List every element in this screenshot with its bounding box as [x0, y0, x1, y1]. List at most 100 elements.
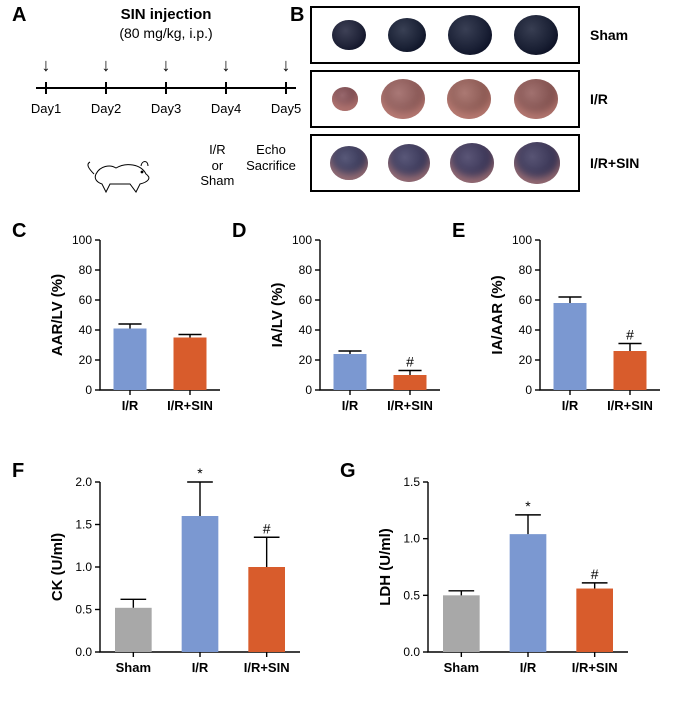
timeline-tick — [105, 82, 107, 94]
svg-text:100: 100 — [72, 233, 92, 247]
svg-text:I/R+SIN: I/R+SIN — [607, 398, 653, 413]
label-A: A — [12, 4, 26, 27]
svg-text:I/R+SIN: I/R+SIN — [167, 398, 213, 413]
tissue-slice — [514, 79, 558, 119]
svg-text:#: # — [626, 327, 634, 343]
bar — [614, 351, 647, 390]
panel-B-slices: Sham I/R I/R+SIN — [310, 6, 640, 198]
panelA-timeline: Day1Day2Day3Day4Day5 — [36, 49, 296, 129]
bar — [115, 608, 152, 652]
panelB-row: I/R — [310, 70, 640, 128]
chart-D: 020406080100IA/LV (%)I/R#I/R+SIN — [268, 232, 448, 432]
tissue-slice — [514, 142, 560, 183]
svg-text:#: # — [406, 354, 414, 370]
svg-text:40: 40 — [299, 323, 313, 337]
tissue-slice — [332, 20, 366, 51]
svg-text:20: 20 — [79, 353, 93, 367]
svg-text:Sham: Sham — [116, 660, 151, 675]
tissue-slice — [450, 143, 494, 183]
bar — [394, 375, 427, 390]
bar — [510, 534, 547, 652]
svg-text:I/R: I/R — [122, 398, 139, 413]
svg-text:60: 60 — [79, 293, 93, 307]
arrow-icon — [162, 55, 171, 76]
svg-text:40: 40 — [79, 323, 93, 337]
svg-text:0.5: 0.5 — [403, 588, 420, 602]
arrow-icon — [42, 55, 51, 76]
timeline-tick — [285, 82, 287, 94]
timeline-day-label: Day5 — [271, 101, 301, 116]
tissue-slice — [381, 79, 425, 119]
svg-text:0: 0 — [85, 383, 92, 397]
svg-text:60: 60 — [299, 293, 313, 307]
svg-text:I/R: I/R — [192, 660, 209, 675]
bar — [182, 516, 219, 652]
svg-text:AAR/LV (%): AAR/LV (%) — [49, 274, 66, 356]
svg-text:LDH (U/ml): LDH (U/ml) — [377, 528, 394, 606]
label-C: C — [12, 220, 26, 243]
svg-text:I/R+SIN: I/R+SIN — [387, 398, 433, 413]
svg-text:0.5: 0.5 — [75, 603, 92, 617]
timeline-tick — [165, 82, 167, 94]
panelB-row: I/R+SIN — [310, 134, 640, 192]
bar — [576, 589, 613, 652]
svg-text:0.0: 0.0 — [75, 645, 92, 659]
tissue-slice — [514, 15, 558, 55]
arrow-icon — [102, 55, 111, 76]
timeline-tick — [225, 82, 227, 94]
below-day4: I/RorSham — [192, 142, 242, 189]
chart-G: 0.00.51.01.5LDH (U/ml)Sham*I/R#I/R+SIN — [376, 474, 636, 694]
timeline-day-label: Day2 — [91, 101, 121, 116]
tissue-slice — [388, 144, 430, 182]
panelB-slice-box — [310, 70, 580, 128]
bar — [174, 338, 207, 391]
svg-text:100: 100 — [512, 233, 532, 247]
chart-F: 0.00.51.01.52.0CK (U/ml)Sham*I/R#I/R+SIN — [48, 474, 308, 694]
svg-text:1.5: 1.5 — [75, 518, 92, 532]
svg-text:IA/LV (%): IA/LV (%) — [269, 283, 286, 348]
chart-C: 0 20 40 60 80 100 AAR/LV (%) I/R I/R+SIN — [48, 232, 228, 432]
tissue-slice — [388, 18, 426, 52]
arrow-icon — [222, 55, 231, 76]
label-D: D — [232, 220, 246, 243]
arrow-icon — [282, 55, 291, 76]
svg-text:I/R: I/R — [520, 660, 537, 675]
panelA-title: SIN injection — [36, 6, 296, 23]
svg-text:2.0: 2.0 — [75, 475, 92, 489]
tissue-slice — [447, 79, 491, 119]
svg-text:1.5: 1.5 — [403, 475, 420, 489]
panelB-slice-box — [310, 6, 580, 64]
panelB-group-label: I/R+SIN — [590, 155, 639, 171]
panelA-subtitle: (80 mg/kg, i.p.) — [36, 25, 296, 41]
svg-text:20: 20 — [299, 353, 313, 367]
svg-text:I/R: I/R — [342, 398, 359, 413]
timeline-tick — [45, 82, 47, 94]
bar — [114, 329, 147, 391]
svg-text:Sham: Sham — [444, 660, 479, 675]
svg-text:1.0: 1.0 — [75, 560, 92, 574]
bar — [443, 595, 480, 652]
label-F: F — [12, 460, 24, 483]
figure-root: A B C D E F G SIN injection (80 mg/kg, i… — [0, 0, 677, 718]
svg-text:20: 20 — [519, 353, 533, 367]
svg-text:CK (U/ml): CK (U/ml) — [49, 533, 66, 601]
svg-text:0: 0 — [525, 383, 532, 397]
bar — [554, 303, 587, 390]
label-E: E — [452, 220, 465, 243]
timeline-day-label: Day4 — [211, 101, 241, 116]
svg-text:#: # — [591, 566, 599, 582]
svg-text:*: * — [197, 465, 203, 481]
panelB-row: Sham — [310, 6, 640, 64]
below-day5: EchoSacrifice — [246, 142, 296, 173]
timeline-day-label: Day1 — [31, 101, 61, 116]
timeline-day-label: Day3 — [151, 101, 181, 116]
tissue-slice — [332, 87, 358, 110]
tissue-slice — [448, 15, 492, 55]
svg-text:*: * — [525, 498, 531, 514]
svg-text:0.0: 0.0 — [403, 645, 420, 659]
panelB-slice-box — [310, 134, 580, 192]
svg-text:80: 80 — [79, 263, 93, 277]
svg-text:100: 100 — [292, 233, 312, 247]
svg-text:0: 0 — [305, 383, 312, 397]
svg-text:1.0: 1.0 — [403, 532, 420, 546]
